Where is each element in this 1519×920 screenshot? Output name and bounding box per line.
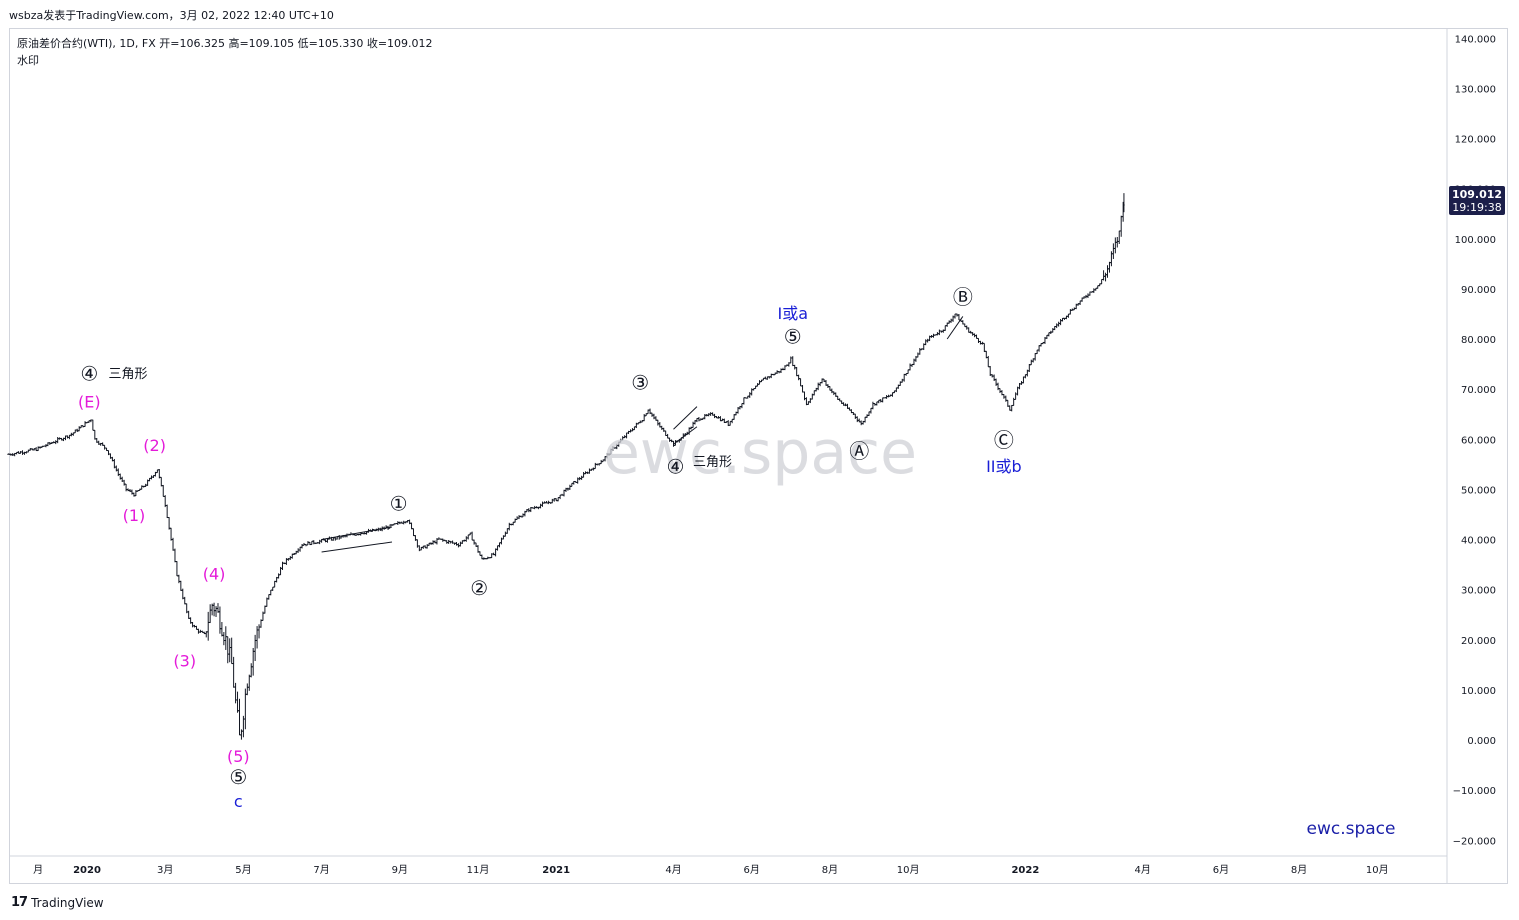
tradingview-brand: TradingView — [31, 895, 104, 910]
wave-label[interactable]: Ⓑ — [953, 285, 973, 309]
wave-label[interactable]: (4) — [203, 564, 226, 583]
y-tick-label: 90.000 — [1461, 285, 1496, 296]
x-tick-label: 3月 — [157, 864, 173, 876]
triangle-trendline[interactable] — [673, 406, 698, 430]
y-tick-label: 50.000 — [1461, 485, 1496, 496]
wave-label[interactable]: Ⓒ — [994, 428, 1014, 452]
triangle-lines — [321, 316, 964, 553]
ohlc-bars — [7, 193, 1125, 740]
watermark-text: ewc.space — [603, 418, 917, 488]
y-tick-label: 10.000 — [1461, 686, 1496, 697]
x-tick-label: 7月 — [313, 864, 329, 876]
publisher-line: wsbza发表于TradingView.com，3月 02, 2022 12:4… — [9, 9, 334, 22]
y-tick-label: 40.000 — [1461, 536, 1496, 547]
wave-label[interactable]: ④ — [666, 455, 684, 479]
chart-frame — [9, 28, 1508, 884]
watermark-label: 水印 — [17, 54, 39, 67]
y-tick-label: −20.000 — [1453, 836, 1496, 847]
wave-label[interactable]: c — [234, 792, 243, 811]
x-tick-label: 2021 — [542, 865, 570, 876]
x-tick-label: 8月 — [822, 864, 838, 876]
x-tick-label: 8月 — [1291, 864, 1307, 876]
wave-label[interactable]: (3) — [173, 652, 196, 671]
x-tick-label: 5月 — [235, 864, 251, 876]
wave-label[interactable]: 三角形 — [693, 455, 732, 470]
triangle-trendline[interactable] — [321, 526, 393, 540]
triangle-trendline[interactable] — [673, 426, 698, 445]
wave-label[interactable]: Ⓐ — [849, 439, 869, 463]
y-tick-label: 80.000 — [1461, 335, 1496, 346]
wave-label[interactable]: ⑤ — [784, 325, 802, 349]
y-tick-label: −10.000 — [1453, 786, 1496, 797]
wave-label[interactable]: (2) — [143, 436, 166, 455]
wave-label[interactable]: ⑤ — [229, 765, 247, 789]
footer-logo[interactable]: 17 TradingView — [11, 895, 104, 910]
y-tick-label: 140.000 — [1455, 34, 1496, 45]
x-tick-label: 月 — [33, 864, 43, 876]
wave-label[interactable]: ④ — [80, 361, 98, 385]
x-tick-label: 6月 — [1213, 864, 1229, 876]
last-price-value: 109.012 — [1452, 188, 1502, 201]
wave-label[interactable]: (1) — [123, 506, 146, 525]
wave-label[interactable]: II或b — [986, 457, 1022, 476]
x-tick-label: 2022 — [1011, 865, 1039, 876]
wave-label[interactable]: (E) — [78, 392, 101, 411]
triangle-trendline[interactable] — [946, 316, 964, 340]
time-axis-ticks: 月 2020 3月 5月 7月 9月 11月 2021 4月 6月 8月 10月 2022 4月 6月 8月 1… — [33, 864, 1389, 876]
wave-label[interactable]: 三角形 — [109, 367, 148, 382]
last-price-tag: 109.012 19:19:38 — [1449, 186, 1505, 215]
wave-label[interactable]: (5) — [227, 747, 250, 766]
wave-label[interactable]: I或a — [777, 304, 808, 323]
x-tick-label: 10月 — [1366, 864, 1389, 876]
wave-label[interactable]: ① — [390, 492, 408, 516]
price-axis-ticks: 140.000130.000120.000110.000100.00090.00… — [1453, 34, 1496, 847]
y-tick-label: 60.000 — [1461, 435, 1496, 446]
wave-label[interactable]: ② — [470, 576, 488, 600]
y-tick-label: 100.000 — [1455, 235, 1496, 246]
x-tick-label: 11月 — [467, 864, 490, 876]
y-tick-label: 120.000 — [1455, 135, 1496, 146]
triangle-trendline[interactable] — [321, 541, 393, 553]
y-tick-label: 30.000 — [1461, 586, 1496, 597]
symbol-legend[interactable]: 原油差价合约(WTI), 1D, FX 开=106.325 高=109.105 … — [17, 37, 433, 50]
countdown-value: 19:19:38 — [1452, 201, 1501, 214]
y-tick-label: 0.000 — [1467, 736, 1496, 747]
x-tick-label: 4月 — [665, 864, 681, 876]
x-tick-label: 10月 — [897, 864, 920, 876]
x-tick-label: 2020 — [73, 865, 101, 876]
y-tick-label: 70.000 — [1461, 385, 1496, 396]
wave-label[interactable]: ③ — [631, 370, 649, 394]
x-tick-label: 6月 — [744, 864, 760, 876]
tradingview-logo-icon: 17 — [11, 895, 28, 910]
y-tick-label: 130.000 — [1455, 84, 1496, 95]
x-tick-label: 9月 — [392, 864, 408, 876]
y-tick-label: 20.000 — [1461, 636, 1496, 647]
brand-text[interactable]: ewc.space — [1307, 819, 1396, 839]
x-tick-label: 4月 — [1135, 864, 1151, 876]
